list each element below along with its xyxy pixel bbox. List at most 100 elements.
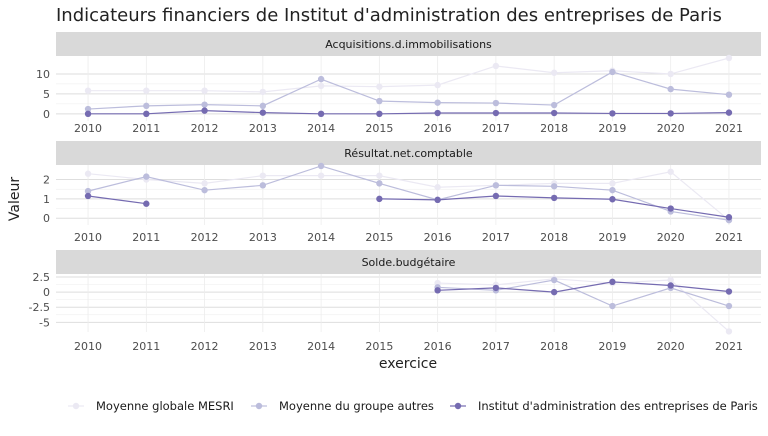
y-tick-label: 1	[43, 193, 50, 206]
x-tick-label: 2013	[249, 340, 277, 353]
data-point	[550, 288, 558, 296]
data-point	[259, 88, 267, 96]
x-tick-label: 2014	[307, 231, 335, 244]
x-tick-label: 2015	[365, 340, 393, 353]
x-tick-label: 2018	[540, 231, 568, 244]
series-line	[437, 281, 730, 293]
y-tick-label: -5	[39, 316, 50, 329]
series-line	[87, 165, 730, 221]
facet-strip	[56, 141, 761, 165]
data-point	[550, 194, 558, 202]
x-tick-label: 2012	[191, 231, 219, 244]
x-tick-label: 2017	[482, 122, 510, 135]
series	[84, 168, 733, 224]
data-point	[667, 282, 674, 289]
data-point	[317, 82, 325, 90]
x-tick-label: 2010	[74, 340, 102, 353]
x-tick-label: 2011	[132, 231, 160, 244]
data-point	[609, 68, 616, 76]
x-tick-label: 2020	[657, 122, 685, 135]
data-point	[434, 99, 441, 106]
series	[84, 54, 733, 96]
x-tick-label: 2017	[482, 340, 510, 353]
data-point	[725, 302, 733, 310]
data-point	[376, 110, 383, 118]
x-tick-label: 2012	[191, 122, 219, 135]
data-point	[317, 162, 325, 170]
x-tick-label: 2019	[598, 340, 626, 353]
panel: Solde.budgétaire 2.5 0 -2.5 -5 2010 2011 2012 20…	[29, 250, 761, 353]
legend-item: Institut d'administration des entreprise…	[450, 399, 758, 413]
data-point	[550, 109, 558, 117]
data-point	[143, 110, 150, 118]
x-tick-label: 2020	[657, 340, 685, 353]
data-point	[376, 97, 383, 105]
series-line	[437, 279, 730, 307]
x-tick-label: 2019	[598, 231, 626, 244]
series	[84, 162, 733, 224]
x-tick-label: 2013	[249, 122, 277, 135]
data-point	[434, 287, 441, 294]
series	[434, 276, 733, 310]
series-line	[437, 278, 730, 332]
data-point	[201, 186, 208, 194]
x-tick-label: 2011	[132, 122, 160, 135]
data-point	[725, 91, 733, 98]
data-point	[434, 109, 441, 117]
data-point	[434, 196, 441, 204]
data-point	[550, 276, 558, 284]
data-point	[201, 180, 208, 187]
data-point	[609, 186, 616, 194]
data-point	[317, 75, 325, 83]
facet-title: Résultat.net.comptable	[344, 147, 473, 160]
data-point	[84, 105, 92, 113]
data-point	[609, 302, 616, 310]
data-point	[609, 110, 616, 117]
data-point	[492, 109, 500, 117]
legend-item: Moyenne globale MESRI	[68, 399, 234, 413]
data-point	[143, 200, 150, 207]
x-tick-label: 2021	[715, 122, 743, 135]
x-tick-label: 2011	[132, 340, 160, 353]
data-point	[550, 101, 558, 109]
data-point	[492, 284, 500, 292]
y-tick-label: 5	[43, 88, 50, 101]
legend-key-point	[72, 402, 80, 410]
chart-title: Indicateurs financiers de Institut d'adm…	[56, 5, 722, 26]
x-tick-label: 2014	[307, 340, 335, 353]
data-point	[143, 87, 150, 94]
data-point	[201, 87, 208, 94]
data-point	[550, 183, 558, 190]
series-line	[88, 57, 730, 93]
data-point	[143, 102, 150, 110]
x-tick-label: 2016	[424, 340, 452, 353]
y-tick-label: 2	[43, 174, 50, 187]
legend-label: Moyenne globale MESRI	[96, 399, 234, 413]
data-point	[84, 187, 92, 195]
data-point	[317, 110, 325, 118]
y-tick-label: 10	[36, 68, 50, 81]
data-point	[84, 87, 92, 94]
data-point	[609, 278, 616, 286]
data-point	[259, 102, 267, 110]
facet-title: Solde.budgétaire	[362, 256, 456, 269]
legend-item: Moyenne du groupe autres	[251, 399, 434, 413]
data-point	[201, 101, 208, 108]
x-tick-label: 2021	[715, 231, 743, 244]
data-point	[259, 109, 267, 116]
x-tick-label: 2010	[74, 231, 102, 244]
data-point	[259, 172, 267, 179]
facet-title: Acquisitions.d.immobilisations	[325, 38, 492, 51]
data-point	[667, 168, 674, 175]
data-point	[667, 276, 674, 284]
x-tick-label: 2018	[540, 340, 568, 353]
data-point	[143, 173, 150, 180]
data-point	[725, 328, 733, 335]
data-point	[492, 62, 500, 70]
panel: Acquisitions.d.immobilisations 0 5 10 2010 20…	[36, 32, 761, 135]
x-axis-label: exercice	[379, 356, 437, 372]
data-point	[492, 99, 500, 107]
x-tick-label: 2017	[482, 231, 510, 244]
data-point	[667, 110, 674, 117]
